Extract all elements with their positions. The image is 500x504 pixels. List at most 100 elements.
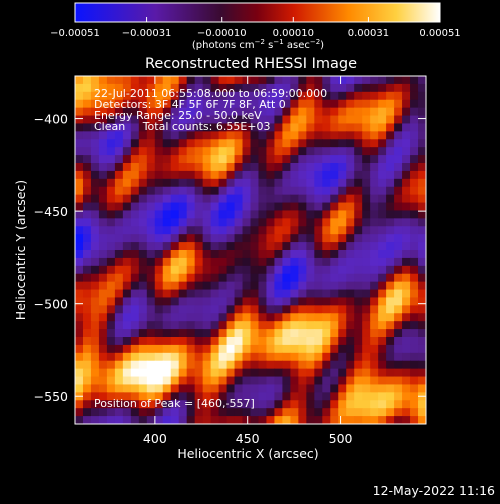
heatmap-cell: [418, 250, 426, 259]
heatmap-cell: [170, 352, 180, 362]
heatmap-cell: [82, 76, 92, 85]
heatmap-cell: [138, 408, 148, 417]
heatmap-cell: [298, 170, 307, 180]
heatmap-cell: [314, 178, 323, 188]
heatmap-cell: [410, 91, 419, 101]
heatmap-cell: [242, 297, 252, 306]
heatmap-cell: [234, 242, 244, 251]
heatmap-cell: [258, 313, 268, 322]
heatmap-cell: [170, 194, 180, 204]
heatmap-cell: [130, 226, 140, 235]
heatmap-cell: [250, 163, 260, 172]
heatmap-cell: [322, 123, 331, 132]
heatmap-cell: [122, 313, 132, 322]
heatmap-cell: [346, 218, 355, 227]
heatmap-cell: [154, 178, 164, 188]
heatmap-cell: [82, 344, 92, 354]
heatmap-cell: [274, 242, 284, 251]
heatmap-cell: [306, 392, 315, 401]
heatmap-cell: [186, 76, 196, 85]
heatmap-cell: [114, 147, 124, 156]
heatmap-cell: [90, 83, 100, 93]
heatmap-cell: [282, 281, 291, 291]
heatmap-cell: [75, 147, 84, 156]
heatmap-cell: [154, 352, 164, 362]
heatmap-cell: [250, 400, 260, 409]
heatmap-cell: [418, 147, 426, 156]
heatmap-cell: [82, 115, 92, 125]
heatmap-cell: [130, 163, 140, 172]
heatmap-cell: [338, 218, 347, 227]
heatmap-cell: [90, 257, 100, 267]
heatmap-cell: [402, 226, 411, 235]
heatmap-cell: [266, 329, 276, 338]
heatmap-cell: [130, 273, 140, 283]
heatmap-cell: [154, 321, 164, 330]
heatmap-cell: [154, 297, 164, 306]
heatmap-cell: [402, 250, 411, 259]
heatmap-cell: [154, 226, 164, 235]
heatmap-cell: [306, 329, 315, 338]
heatmap-cell: [130, 392, 140, 401]
heatmap-cell: [75, 234, 84, 243]
heatmap-cell: [202, 186, 212, 196]
heatmap-cell: [322, 281, 331, 291]
heatmap-cell: [98, 376, 108, 386]
heatmap-cell: [234, 400, 244, 409]
heatmap-cell: [402, 344, 411, 354]
heatmap-cell: [330, 147, 339, 156]
heatmap-cell: [218, 91, 228, 101]
heatmap-cell: [146, 83, 156, 93]
heatmap-cell: [186, 218, 196, 227]
heatmap-cell: [90, 344, 100, 354]
heatmap-cell: [210, 265, 220, 275]
heatmap-cell: [106, 218, 116, 227]
heatmap-cell: [410, 305, 419, 314]
heatmap-cell: [234, 257, 244, 267]
heatmap-cell: [202, 155, 212, 164]
heatmap-cell: [386, 115, 395, 125]
heatmap-cell: [370, 329, 379, 338]
heatmap-cell: [258, 384, 268, 393]
heatmap-cell: [106, 305, 116, 314]
heatmap-cell: [146, 273, 156, 283]
heatmap-cell: [114, 257, 124, 267]
heatmap-cell: [330, 170, 339, 180]
heatmap-cell: [106, 392, 116, 401]
heatmap-cell: [322, 186, 331, 196]
heatmap-cell: [98, 321, 108, 330]
heatmap-cell: [146, 313, 156, 322]
heatmap-cell: [298, 131, 307, 140]
heatmap-cell: [402, 321, 411, 330]
heatmap-cell: [290, 392, 299, 401]
heatmap-cell: [298, 91, 307, 101]
heatmap-cell: [418, 202, 426, 212]
heatmap-cell: [298, 289, 307, 299]
heatmap-cell: [194, 155, 204, 164]
heatmap-cell: [314, 226, 323, 235]
heatmap-cell: [106, 376, 116, 386]
heatmap-cell: [386, 384, 395, 393]
heatmap-cell: [106, 352, 116, 362]
heatmap-cell: [226, 297, 236, 306]
heatmap-cell: [98, 281, 108, 291]
heatmap-cell: [250, 352, 260, 362]
heatmap-cell: [410, 408, 419, 417]
heatmap-cell: [170, 368, 180, 378]
heatmap-cell: [418, 352, 426, 362]
heatmap-cell: [330, 139, 339, 148]
heatmap-cell: [306, 83, 315, 93]
heatmap-cell: [90, 360, 100, 370]
heatmap-cell: [75, 313, 84, 322]
heatmap-cell: [258, 257, 268, 267]
heatmap-cell: [218, 408, 228, 417]
heatmap-cell: [378, 202, 387, 212]
heatmap-cell: [322, 400, 331, 409]
heatmap-cell: [266, 139, 276, 148]
heatmap-cell: [306, 384, 315, 393]
heatmap-cell: [218, 76, 228, 85]
heatmap-cell: [298, 313, 307, 322]
heatmap-cell: [122, 384, 132, 393]
heatmap-cell: [322, 155, 331, 164]
heatmap-cell: [75, 202, 84, 212]
